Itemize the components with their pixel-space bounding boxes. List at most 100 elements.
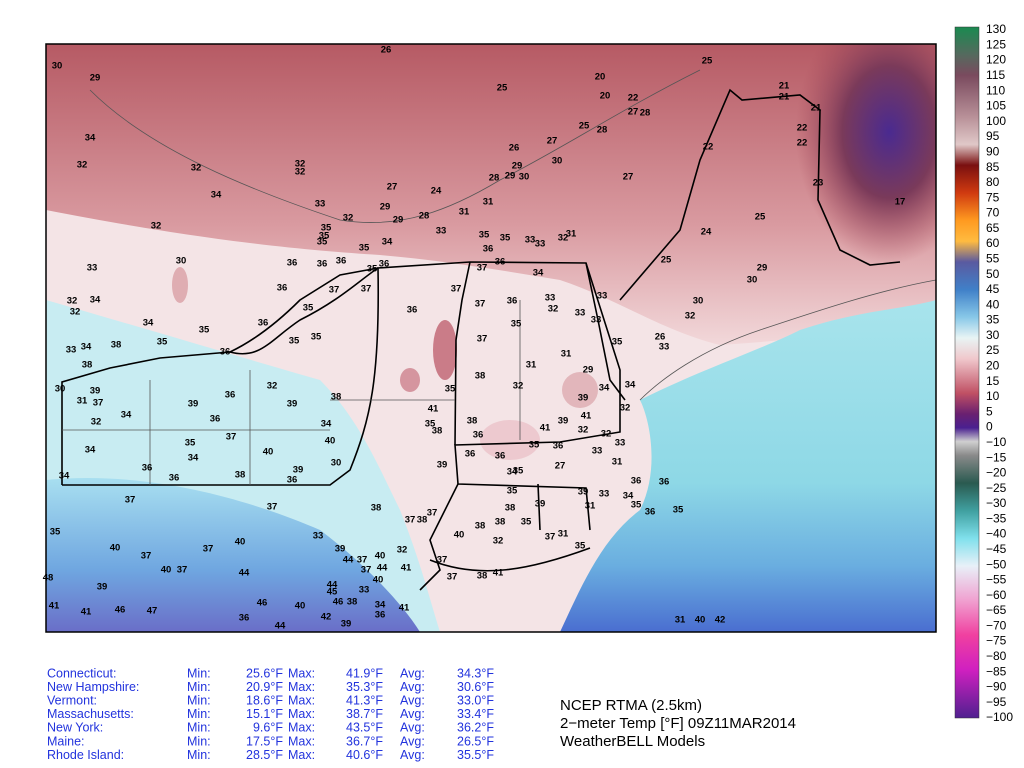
colorbar — [954, 26, 980, 719]
station-temp: 41 — [581, 411, 592, 422]
station-temp: 22 — [797, 138, 808, 149]
station-temp: 40 — [110, 543, 121, 554]
avg-value: 36.2°F — [457, 721, 494, 735]
avg-value: 33.0°F — [457, 693, 494, 707]
station-temp: 29 — [90, 73, 101, 84]
station-temp: 28 — [640, 108, 651, 119]
station-temp: 35 — [612, 337, 623, 348]
station-temp: 20 — [600, 91, 611, 102]
station-temp: 39 — [90, 386, 101, 397]
title-line: WeatherBELL Models — [560, 733, 705, 750]
avg-label: Avg: — [400, 734, 425, 748]
station-temp: 32 — [685, 311, 696, 322]
station-temp: 33 — [315, 199, 326, 210]
station-temp: 32 — [91, 417, 102, 428]
station-temp: 37 — [427, 508, 438, 519]
station-temp: 28 — [489, 173, 500, 184]
avg-value: 30.6°F — [457, 680, 494, 694]
station-temp: 36 — [507, 296, 518, 307]
station-temp: 26 — [509, 143, 520, 154]
station-temp: 35 — [500, 233, 511, 244]
colorbar-label: −40 — [986, 527, 1007, 541]
station-temp: 36 — [142, 463, 153, 474]
station-temp: 38 — [111, 340, 122, 351]
station-temp: 34 — [507, 467, 518, 478]
min-label: Min: — [187, 693, 211, 707]
state-name: Vermont: — [47, 693, 97, 707]
avg-label: Avg: — [400, 748, 425, 762]
colorbar-label: 60 — [986, 236, 1000, 250]
station-temp: 41 — [493, 568, 504, 579]
station-temp: 32 — [70, 307, 81, 318]
colorbar-label: 95 — [986, 129, 1000, 143]
state-name: New Hampshire: — [47, 680, 139, 694]
station-temp: 36 — [220, 347, 231, 358]
station-temp: 44 — [275, 621, 286, 632]
colorbar-label: 5 — [986, 404, 993, 418]
station-temp: 32 — [513, 381, 524, 392]
station-temp: 35 — [199, 325, 210, 336]
station-temp: 35 — [317, 237, 328, 248]
station-temp: 35 — [425, 419, 436, 430]
station-temp: 39 — [558, 416, 569, 427]
min-label: Min: — [187, 734, 211, 748]
station-temp: 34 — [321, 419, 332, 430]
station-temp: 38 — [505, 503, 516, 514]
station-temp: 37 — [451, 284, 462, 295]
state-name: Maine: — [47, 734, 85, 748]
avg-label: Avg: — [400, 721, 425, 735]
station-temp: 27 — [387, 182, 398, 193]
station-temp: 39 — [341, 619, 352, 630]
station-temp: 31 — [77, 396, 88, 407]
station-temp: 38 — [475, 371, 486, 382]
station-temp: 36 — [473, 430, 484, 441]
station-temp: 40 — [263, 447, 274, 458]
colorbar-label: −25 — [986, 481, 1007, 495]
station-temp: 34 — [382, 237, 393, 248]
colorbar-label: −45 — [986, 542, 1007, 556]
colorbar-label: −90 — [986, 680, 1007, 694]
colorbar-label: −30 — [986, 496, 1007, 510]
station-temp: 35 — [445, 384, 456, 395]
station-temp: 21 — [779, 81, 790, 92]
state-name: Massachusetts: — [47, 707, 134, 721]
title-line: 2−meter Temp [°F] 09Z11MAR2014 — [560, 715, 796, 732]
station-temp: 25 — [755, 212, 766, 223]
station-temp: 36 — [287, 258, 298, 269]
station-temp: 46 — [257, 598, 268, 609]
station-temp: 36 — [407, 305, 418, 316]
station-temp: 41 — [81, 607, 92, 618]
colorbar-label: 20 — [986, 359, 1000, 373]
station-temp: 36 — [317, 259, 328, 270]
station-temp: 39 — [578, 393, 589, 404]
station-temp: 26 — [655, 332, 666, 343]
colorbar-labels: 1301251201151101051009590858075706560555… — [986, 22, 1013, 724]
min-label: Min: — [187, 721, 211, 735]
station-temp: 22 — [628, 93, 639, 104]
colorbar-label: 50 — [986, 267, 1000, 281]
station-temp: 33 — [535, 239, 546, 250]
min-value: 25.6°F — [246, 666, 283, 680]
station-temp: 32 — [548, 304, 559, 315]
max-label: Max: — [288, 748, 315, 762]
station-temp: 36 — [375, 610, 386, 621]
station-temp: 32 — [191, 163, 202, 174]
colorbar-label: 85 — [986, 160, 1000, 174]
station-temp: 36 — [277, 283, 288, 294]
station-temp: 21 — [779, 92, 790, 103]
colorbar-label: 115 — [986, 68, 1005, 82]
station-temp: 33 — [659, 342, 670, 353]
max-label: Max: — [288, 707, 315, 721]
station-temp: 31 — [526, 360, 537, 371]
station-temp: 34 — [59, 471, 70, 482]
min-label: Min: — [187, 666, 211, 680]
station-temp: 36 — [495, 257, 506, 268]
station-temp: 40 — [695, 615, 706, 626]
station-temp: 39 — [335, 544, 346, 555]
max-label: Max: — [288, 666, 315, 680]
station-temp: 35 — [507, 486, 518, 497]
station-temp: 45 — [327, 587, 338, 598]
station-temp: 38 — [495, 517, 506, 528]
